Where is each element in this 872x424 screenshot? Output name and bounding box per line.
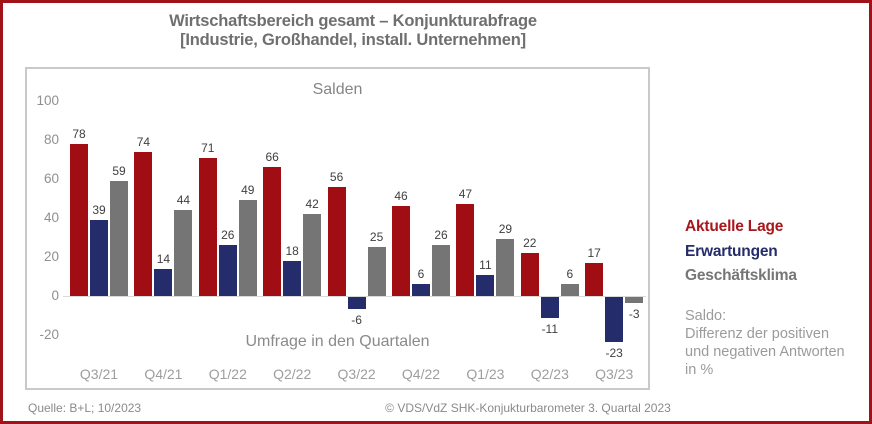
legend-note-line: Differenz der positiven xyxy=(685,326,830,342)
page-title: Wirtschaftsbereich gesamt – Konjunkturab… xyxy=(33,12,673,50)
legend-item-aktuelle-lage: Aktuelle Lage xyxy=(685,218,784,235)
bar-value-label: 26 xyxy=(221,228,235,243)
bar xyxy=(154,268,173,296)
x-axis-tick: Q4/21 xyxy=(144,366,183,382)
bar-value-label: 14 xyxy=(156,251,171,266)
y-axis-tick: -20 xyxy=(39,327,59,342)
bar xyxy=(540,297,559,319)
bar-value-label: 17 xyxy=(587,245,601,260)
x-axis-tick: Q3/21 xyxy=(79,366,119,382)
bar-value-label: 47 xyxy=(458,187,473,202)
footer-source: Quelle: B+L; 10/2023 xyxy=(28,401,142,415)
bar xyxy=(520,253,539,296)
bar xyxy=(432,245,450,296)
page-title-line1: Wirtschaftsbereich gesamt – Konjunkturab… xyxy=(169,12,537,30)
bar xyxy=(585,262,604,296)
legend-item-erwartungen: Erwartungen xyxy=(685,242,778,260)
bar-value-label: 42 xyxy=(305,197,319,212)
bar xyxy=(392,206,410,296)
bar-value-label: 78 xyxy=(72,126,86,141)
x-axis-tick: Q2/23 xyxy=(530,366,569,382)
footer-copyright: © VDS/VdZ SHK-Konjukturbarometer 3. Quar… xyxy=(385,401,671,415)
bar xyxy=(110,180,128,296)
bar xyxy=(90,219,108,296)
bar xyxy=(283,260,302,296)
bar xyxy=(327,186,346,296)
bar xyxy=(560,284,579,296)
zero-baseline xyxy=(63,296,646,297)
bar-value-label: 6 xyxy=(566,267,574,282)
bar xyxy=(263,167,282,296)
plot-title: Salden xyxy=(312,81,363,98)
bar xyxy=(412,284,430,296)
bar xyxy=(625,297,644,303)
bar xyxy=(456,204,475,296)
page-title-line2: [Industrie, Großhandel, install. Unterne… xyxy=(180,31,526,49)
bar xyxy=(367,247,386,296)
y-axis-tick: 100 xyxy=(36,93,59,108)
bar xyxy=(238,200,257,296)
bar-value-label: 25 xyxy=(369,230,384,245)
bar-value-label: 59 xyxy=(112,163,126,178)
bar xyxy=(303,214,322,296)
bar-value-label: -23 xyxy=(605,345,623,360)
bar-value-label: 18 xyxy=(285,243,299,258)
bar xyxy=(70,143,88,296)
x-axis-tick: Q1/22 xyxy=(208,366,247,382)
legend-item-gesch-ftsklima: Geschäftsklima xyxy=(685,267,797,284)
chart-plot-area: Salden 100 80 60 40 20 0 -20 78 39 59 74 14 44 71 26 4… xyxy=(25,67,650,390)
legend-note-line: und negativen Antworten xyxy=(685,344,845,360)
bar-value-label: 11 xyxy=(479,257,492,272)
bar xyxy=(174,210,193,296)
bar xyxy=(476,274,495,296)
bar-value-label: 39 xyxy=(92,202,106,217)
bar xyxy=(198,157,217,296)
bar-value-label: 29 xyxy=(498,222,513,237)
legend-note: Saldo: Differenz der positiven und negativ… xyxy=(685,307,867,379)
y-axis-tick: 20 xyxy=(43,249,59,264)
legend-note-line: in % xyxy=(685,362,714,378)
bar-value-label: 71 xyxy=(201,140,215,155)
bar xyxy=(605,297,624,342)
x-axis-label: Umfrage in den Quartalen xyxy=(245,333,430,350)
bar xyxy=(134,151,153,296)
x-axis-tick: Q3/23 xyxy=(595,366,634,382)
bar xyxy=(496,239,515,296)
bar-value-label: 22 xyxy=(523,236,537,251)
x-axis-tick: Q2/22 xyxy=(273,366,312,382)
x-axis-tick: Q1/23 xyxy=(466,366,505,382)
y-axis-tick: 80 xyxy=(43,132,59,147)
bar xyxy=(218,245,237,296)
y-axis-tick: 60 xyxy=(43,171,59,186)
legend-note-line: Saldo: xyxy=(685,308,727,324)
bar-value-label: 56 xyxy=(329,169,344,184)
bar-value-label: 26 xyxy=(434,228,448,243)
bar-value-label: 46 xyxy=(394,189,408,204)
x-axis-tick: Q3/22 xyxy=(337,366,376,382)
x-axis-tick: Q4/22 xyxy=(401,366,441,382)
bar-value-label: 6 xyxy=(417,267,425,282)
bar-value-label: -11 xyxy=(541,322,559,337)
bar-value-label: 44 xyxy=(176,193,191,208)
y-axis-tick: 0 xyxy=(51,288,59,303)
bar-value-label: 74 xyxy=(136,134,151,149)
legend: Aktuelle Lage Erwartungen Geschäftsklima xyxy=(685,215,865,289)
bar xyxy=(347,297,366,309)
bar-value-label: -3 xyxy=(628,306,640,321)
bar-value-label: 49 xyxy=(241,183,255,198)
bar-value-label: 66 xyxy=(265,150,279,165)
bar-value-label: -6 xyxy=(351,312,362,327)
y-axis-tick: 40 xyxy=(43,210,59,225)
